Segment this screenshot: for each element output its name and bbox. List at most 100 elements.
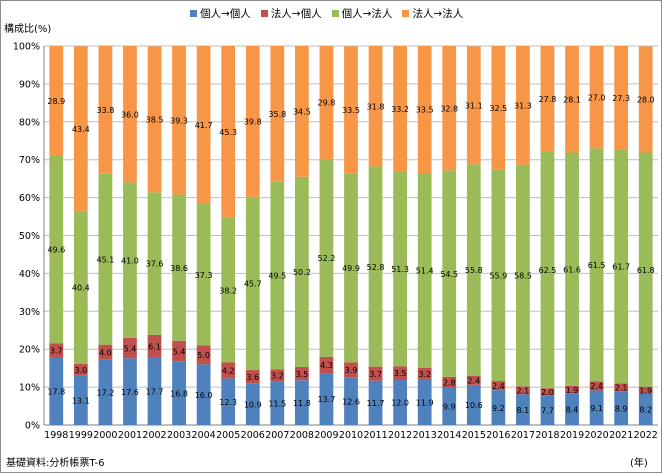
data-label-2022-series-3: 28.0 (637, 96, 655, 105)
data-label-2012-series-1: 3.5 (394, 369, 407, 378)
bar-2005-series-1 (221, 362, 236, 379)
bar-2004-series-0 (196, 364, 211, 425)
data-label-2002-series-1: 6.1 (148, 343, 161, 352)
data-label-2003-series-3: 39.3 (170, 116, 188, 125)
bar-2019-series-1 (565, 385, 579, 394)
x-tick-label-2005: 2005 (216, 430, 240, 441)
bar-2001-series-0 (123, 358, 137, 425)
bar-2016-series-3 (491, 46, 506, 170)
data-label-2016-series-3: 32.5 (489, 104, 507, 113)
x-tick-label-2019: 2019 (560, 430, 584, 441)
data-label-2004-series-1: 5.0 (197, 351, 210, 360)
data-label-2006-series-0: 10.9 (244, 401, 262, 410)
y-tick-label-4: 40% (19, 269, 40, 280)
data-label-2014-series-3: 32.8 (440, 104, 458, 113)
data-label-2020-series-1: 2.4 (590, 382, 603, 391)
bar-2000-series-3 (98, 45, 113, 174)
bar-1998-series-0 (49, 357, 64, 425)
data-label-2020-series-3: 27.0 (588, 93, 606, 102)
legend-label-0: 個人→個人 (200, 8, 251, 20)
data-label-2003-series-1: 5.4 (173, 347, 186, 356)
data-label-2008-series-2: 50.2 (293, 268, 311, 277)
legend-swatch-0 (190, 10, 197, 17)
x-tick-label-2003: 2003 (167, 430, 191, 441)
legend-label-1: 法人→個人 (270, 8, 322, 20)
bar-2020-series-3 (589, 46, 604, 149)
bar-2016-series-2 (491, 169, 506, 382)
data-label-2019-series-3: 28.1 (563, 95, 581, 104)
data-label-2002-series-2: 37.6 (146, 260, 164, 269)
data-label-1998-series-1: 3.7 (50, 347, 63, 356)
bar-2012-series-2 (393, 171, 407, 367)
y-tick-label-10: 100% (13, 42, 40, 53)
x-tick-label-2018: 2018 (535, 430, 559, 441)
x-tick-label-2014: 2014 (437, 430, 461, 441)
legend-swatch-2 (331, 10, 339, 17)
legend: 個人→個人 法人→個人 個人→法人 法人→法人 (190, 6, 463, 21)
data-label-1998-series-0: 17.8 (47, 387, 65, 396)
bar-2019-series-3 (565, 46, 579, 153)
bar-2007-series-2 (270, 181, 285, 370)
data-label-1999-series-3: 43.4 (72, 125, 90, 134)
data-label-2012-series-3: 33.2 (391, 105, 409, 114)
bar-2017-series-2 (516, 164, 530, 387)
bar-2011-series-1 (368, 366, 383, 381)
data-label-2019-series-2: 61.6 (563, 265, 581, 274)
bar-2004-series-2 (196, 204, 211, 346)
data-label-2004-series-3: 41.7 (195, 121, 213, 130)
data-label-2000-series-2: 45.1 (96, 255, 114, 264)
data-label-2021-series-0: 8.9 (615, 404, 628, 413)
y-axis-title: 構成比(%) (4, 24, 52, 35)
y-tick-label-3: 30% (19, 307, 40, 318)
x-tick-label-2012: 2012 (388, 430, 412, 441)
bar-1999-series-1 (73, 363, 88, 376)
data-label-2002-series-0: 17.7 (146, 388, 164, 397)
data-label-2010-series-0: 12.6 (342, 397, 360, 406)
legend-swatch-3 (402, 10, 410, 17)
data-label-2010-series-3: 33.5 (342, 106, 360, 115)
y-tick-label-1: 10% (19, 383, 40, 394)
bar-2018-series-0 (540, 395, 555, 425)
bar-2000-series-2 (98, 173, 113, 345)
bar-2002-series-3 (147, 46, 162, 193)
bar-2008-series-2 (295, 176, 309, 368)
bar-2001-series-1 (123, 337, 137, 359)
bar-2014-series-3 (442, 46, 457, 171)
y-tick-label-7: 70% (19, 155, 40, 166)
data-label-2010-series-2: 49.9 (342, 264, 360, 273)
bar-2012-series-0 (393, 379, 407, 425)
data-label-2009-series-2: 52.2 (318, 254, 336, 263)
bar-2012-series-3 (393, 46, 407, 172)
bar-2015-series-1 (466, 375, 481, 385)
data-label-2001-series-1: 5.4 (124, 344, 137, 353)
data-label-2005-series-1: 4.2 (222, 367, 235, 376)
data-label-2018-series-2: 62.5 (539, 266, 557, 275)
data-label-1998-series-3: 28.9 (47, 97, 65, 106)
bar-2001-series-3 (123, 46, 137, 183)
x-tick-label-1998: 1998 (44, 430, 68, 441)
data-label-2011-series-2: 52.8 (367, 263, 385, 272)
bar-2004-series-3 (196, 46, 211, 205)
bar-2016-series-0 (491, 390, 506, 425)
data-label-2015-series-0: 10.6 (465, 401, 483, 410)
x-axis-unit: (年) (630, 458, 648, 469)
bar-2011-series-0 (368, 380, 383, 425)
data-label-2016-series-0: 9.2 (492, 404, 505, 413)
data-label-2013-series-0: 11.9 (416, 399, 434, 408)
data-label-1999-series-0: 13.1 (72, 396, 90, 405)
bar-2011-series-3 (368, 46, 383, 167)
x-tick-label-2010: 2010 (339, 430, 363, 441)
data-label-2004-series-2: 37.3 (195, 271, 213, 280)
bar-2015-series-3 (466, 46, 481, 165)
y-tick-label-2: 20% (19, 345, 40, 356)
bar-2013-series-0 (417, 379, 432, 425)
data-label-2001-series-0: 17.6 (121, 388, 139, 397)
data-label-2020-series-2: 61.5 (588, 261, 606, 270)
x-tick-label-2009: 2009 (314, 430, 338, 441)
bar-2011-series-2 (368, 166, 383, 367)
legend-swatch-1 (260, 10, 268, 17)
bar-2009-series-1 (319, 356, 334, 374)
bar-2021-series-2 (614, 149, 629, 384)
bar-2013-series-2 (417, 172, 432, 368)
